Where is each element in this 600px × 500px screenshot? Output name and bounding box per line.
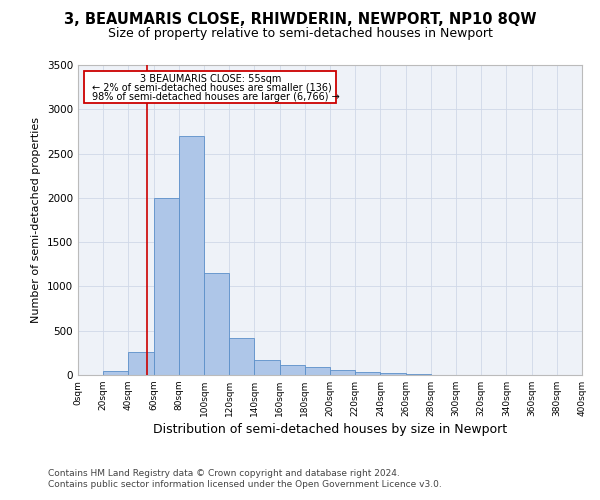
Bar: [179, 136, 204, 375]
Text: Size of property relative to semi-detached houses in Newport: Size of property relative to semi-detach…: [107, 28, 493, 40]
Bar: [406, 374, 431, 375]
Bar: [84, 71, 337, 103]
Bar: [280, 366, 305, 375]
Bar: [103, 370, 128, 375]
Text: Contains public sector information licensed under the Open Government Licence v3: Contains public sector information licen…: [48, 480, 442, 489]
Text: 98% of semi-detached houses are larger (6,766) →: 98% of semi-detached houses are larger (…: [92, 92, 340, 102]
Bar: [229, 338, 254, 375]
Bar: [355, 372, 380, 375]
Text: 3, BEAUMARIS CLOSE, RHIWDERIN, NEWPORT, NP10 8QW: 3, BEAUMARIS CLOSE, RHIWDERIN, NEWPORT, …: [64, 12, 536, 28]
Bar: [254, 360, 280, 375]
Bar: [128, 352, 154, 375]
Text: 3 BEAUMARIS CLOSE: 55sqm: 3 BEAUMARIS CLOSE: 55sqm: [140, 74, 281, 84]
Bar: [204, 273, 229, 375]
Bar: [380, 373, 406, 375]
Bar: [330, 370, 355, 375]
Text: Contains HM Land Registry data © Crown copyright and database right 2024.: Contains HM Land Registry data © Crown c…: [48, 468, 400, 477]
Y-axis label: Number of semi-detached properties: Number of semi-detached properties: [31, 117, 41, 323]
X-axis label: Distribution of semi-detached houses by size in Newport: Distribution of semi-detached houses by …: [153, 423, 507, 436]
Bar: [154, 198, 179, 375]
Text: ← 2% of semi-detached houses are smaller (136): ← 2% of semi-detached houses are smaller…: [92, 82, 332, 92]
Bar: [305, 368, 330, 375]
